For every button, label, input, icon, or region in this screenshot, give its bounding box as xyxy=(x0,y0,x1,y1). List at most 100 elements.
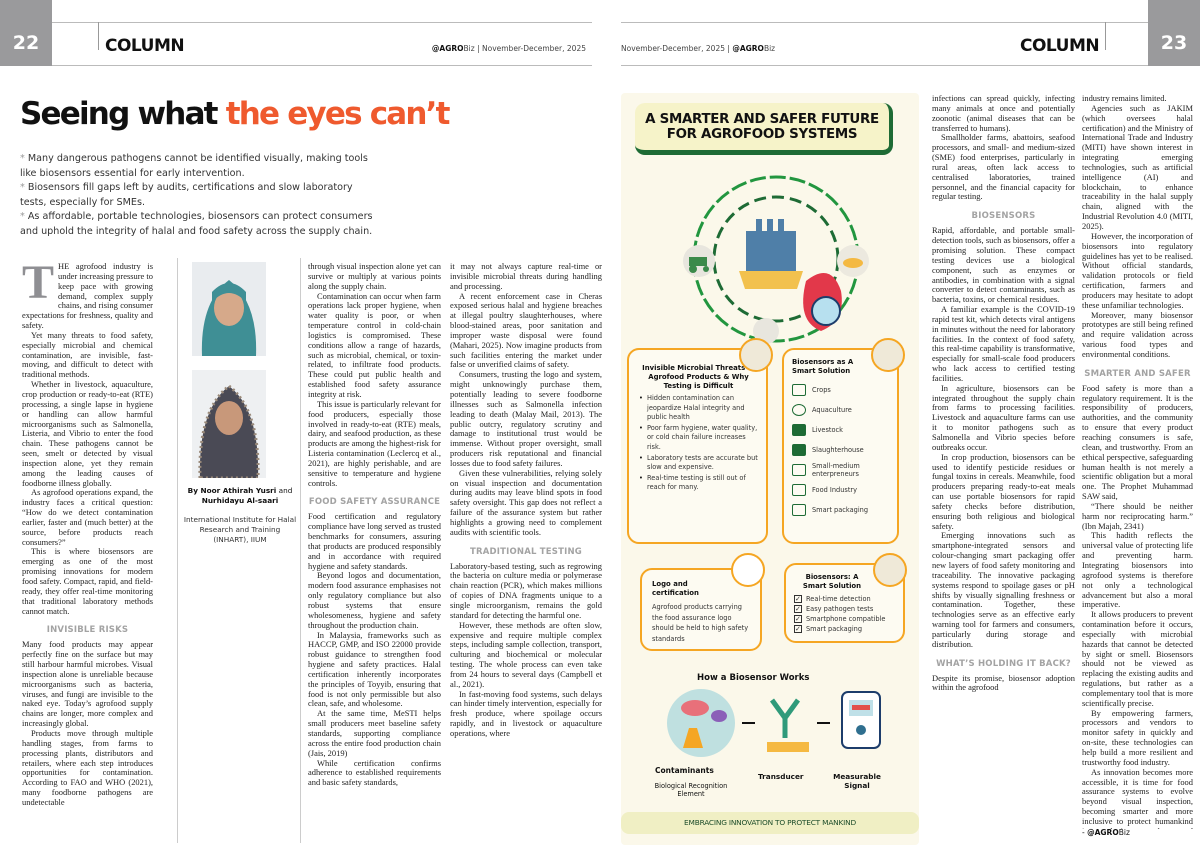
sector-label: Livestock xyxy=(812,426,843,434)
sep: | xyxy=(477,44,480,53)
paragraph: This issue is particularly relevant for … xyxy=(308,398,441,488)
sector-crops: Crops xyxy=(792,380,891,400)
checkbox-icon: ✓ xyxy=(794,595,802,603)
factory-icon xyxy=(792,484,806,496)
headline-main: Seeing what xyxy=(20,96,226,132)
how-title: How a Biosensor Works xyxy=(697,673,810,683)
fish-icon xyxy=(792,404,806,416)
header-divider xyxy=(98,22,99,50)
paragraph: infections can spread quickly, infecting… xyxy=(932,94,1075,133)
bullet-text: Many dangerous pathogens cannot be ident… xyxy=(20,153,368,179)
issue-meta-left: @AGROBiz | November-December, 2025 xyxy=(432,44,586,53)
author-name: Noor Athirah Yusri xyxy=(200,486,277,495)
brand-suffix: Biz xyxy=(763,44,776,53)
paragraph: A recent enforcement case in Cheras expo… xyxy=(450,290,602,370)
threat-item: Real-time testing is still out of reach … xyxy=(637,474,760,493)
headline-accent: the eyes can’t xyxy=(225,96,451,132)
standfirst-bullets: * Many dangerous pathogens cannot be ide… xyxy=(20,152,380,240)
dairy-icon xyxy=(739,338,773,372)
threat-item: Laboratory tests are accurate but slow a… xyxy=(637,454,760,473)
signoff-suffix: Biz xyxy=(1118,828,1130,837)
halal-logo-icon xyxy=(731,553,765,587)
section-heading: SMARTER AND SAFER xyxy=(1084,368,1191,379)
paragraph: Consumers, trusting the logo and system,… xyxy=(450,369,602,468)
paragraph: “There should be neither harm nor recipr… xyxy=(1082,500,1193,531)
transducer-icon xyxy=(767,742,809,752)
checklist-label: Smartphone compatible xyxy=(806,615,886,623)
author-affiliation: International Institute for Halal Resear… xyxy=(183,515,297,544)
sector-label: Small-medium enterpreneurs xyxy=(812,462,860,478)
package-icon xyxy=(792,504,806,516)
article-headline: Seeing what the eyes can’t xyxy=(20,96,451,132)
sep: | xyxy=(727,44,730,53)
box-title: Biosensors: A Smart Solution xyxy=(802,573,862,590)
paragraph: Food certification and regulatory compli… xyxy=(308,511,441,571)
drop-cap: T xyxy=(22,262,55,309)
smart-solution-checklist: Biosensors: A Smart Solution ✓ Real-time … xyxy=(784,563,905,643)
checkbox-icon: ✓ xyxy=(794,605,802,613)
paragraph: Whether in livestock, aquaculture, crop … xyxy=(22,379,153,488)
header-rule-bottom xyxy=(52,65,592,66)
cow-icon xyxy=(792,424,806,436)
box-title: Logo and certification xyxy=(652,580,699,597)
checklist-item: ✓ Easy pathogen tests xyxy=(794,604,897,614)
byline-prefix: By xyxy=(187,486,201,495)
signoff: - @AGROBiz xyxy=(1082,828,1130,837)
paragraph: By empowering farmers, processors and ve… xyxy=(1082,707,1193,767)
checklist-label: Smart packaging xyxy=(806,625,863,633)
sector-slaughterhouse: Slaughterhouse xyxy=(792,440,891,460)
infographic-title: A SMARTER AND SAFER FUTURE FOR AGROFOOD … xyxy=(635,103,893,155)
issue-meta-right: November-December, 2025 | @AGROBiz xyxy=(621,44,775,53)
section-heading: WHAT’S HOLDING IT BACK? xyxy=(936,658,1071,669)
threats-box: Invisible Microbial Threats in Agrofood … xyxy=(627,348,768,544)
sector-label: Smart packaging xyxy=(812,506,869,514)
paragraph: This hadith reflects the universal value… xyxy=(1082,530,1193,610)
page-number-right: 23 xyxy=(1148,0,1200,66)
checklist-item: ✓ Smart packaging xyxy=(794,624,897,634)
paragraph: In crop production, biosensors can be us… xyxy=(932,451,1075,531)
building-icon xyxy=(792,444,806,456)
author-byline: By Noor Athirah Yusri and Nurhidayu Al-s… xyxy=(182,486,298,545)
handheld-sensor-icon xyxy=(873,553,907,587)
contaminants-label: Contaminants xyxy=(655,766,714,775)
sector-label: Slaughterhouse xyxy=(812,446,864,454)
byline-and: and xyxy=(276,486,293,495)
sector-aquaculture: Aquaculture xyxy=(792,400,891,420)
sector-livestock: Livestock xyxy=(792,420,891,440)
biosensor-diagram xyxy=(667,689,881,757)
brand: @AGRO xyxy=(732,44,764,53)
bullet-text: Biosensors fill gaps left by audits, cer… xyxy=(20,182,353,208)
checklist-label: Real-time detection xyxy=(806,595,871,603)
section-heading: INVISIBLE RISKS xyxy=(46,625,129,636)
paragraph: Laboratory-based testing, such as regrow… xyxy=(450,560,602,620)
paragraph: Contamination can occur when farm operat… xyxy=(308,290,441,399)
signoff-brand: @AGRO xyxy=(1087,828,1119,837)
factory-icon xyxy=(746,231,796,271)
checklist-item: ✓ Real-time detection xyxy=(794,594,897,604)
author-photo-2 xyxy=(192,370,266,478)
paragraph: At the same time, MeSTI helps small prod… xyxy=(308,708,441,758)
paragraph: Many food products may appear perfectly … xyxy=(22,639,153,729)
transducer-label: Transducer xyxy=(758,772,804,781)
infographic: A SMARTER AND SAFER FUTURE FOR AGROFOOD … xyxy=(621,93,919,845)
paragraph: As innovation becomes more accessible, i… xyxy=(1082,766,1193,829)
brand: @AGRO xyxy=(431,44,464,53)
header-rule-bottom-right xyxy=(621,65,1148,66)
shop-icon xyxy=(792,464,806,476)
bullet-item: * Biosensors fill gaps left by audits, c… xyxy=(20,182,353,208)
header-rule-top xyxy=(52,22,592,23)
supply-cycle-illustration xyxy=(683,175,869,344)
threat-item: Poor farm hygiene, water quality, or col… xyxy=(637,424,760,453)
threat-item: Hidden contamination can jeopardize Hala… xyxy=(637,394,760,423)
brand-suffix: Biz xyxy=(463,44,475,53)
paragraph: While certification confirms adherence t… xyxy=(308,757,441,788)
paragraph: industry remains limited. xyxy=(1082,94,1167,103)
issue-date: November-December, 2025 xyxy=(621,44,725,53)
paragraph: However, the incorporation of biosensors… xyxy=(1082,230,1193,310)
paragraph: As agrofood operations expand, the indus… xyxy=(22,487,153,547)
paragraph: Smallholder farms, abattoirs, seafood pr… xyxy=(932,132,1075,202)
sector-label: Crops xyxy=(812,386,831,394)
paragraph: This is where biosensors are emerging as… xyxy=(22,546,153,616)
crops-icon xyxy=(792,384,806,396)
author-name: Nurhidayu Al-saari xyxy=(201,496,279,505)
